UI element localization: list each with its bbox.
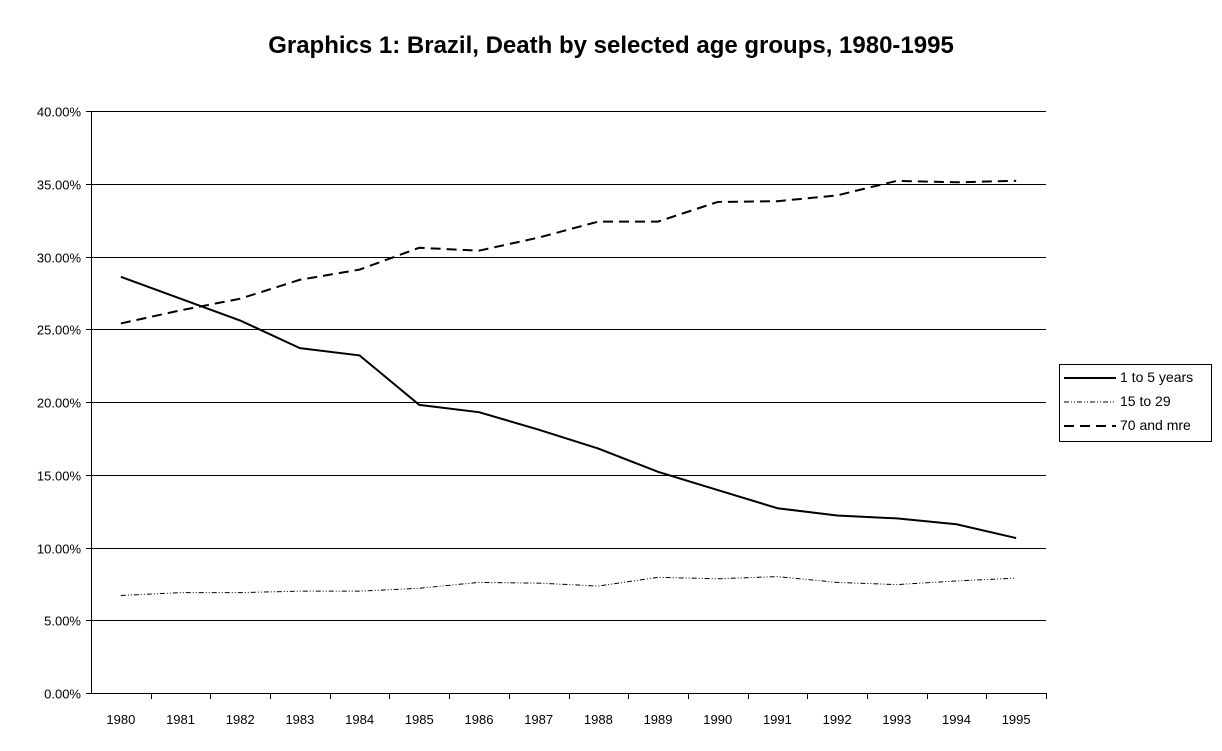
legend-swatch-solid — [1064, 377, 1116, 379]
x-tick-label: 1992 — [823, 712, 852, 727]
legend-label: 15 to 29 — [1120, 393, 1171, 409]
chart-title: Graphics 1: Brazil, Death by selected ag… — [268, 32, 954, 59]
series-line-1-to-5-years — [120, 275, 1017, 540]
legend-label: 70 and mre — [1120, 417, 1191, 433]
x-tick-label: 1982 — [226, 712, 255, 727]
y-tick-label: 35.00% — [37, 178, 82, 193]
x-tick-label: 1991 — [763, 712, 792, 727]
x-tick-label: 1981 — [166, 712, 195, 727]
y-tick-label: 40.00% — [37, 105, 82, 120]
x-tick-label: 1994 — [942, 712, 971, 727]
y-tick-label: 0.00% — [44, 687, 81, 702]
y-tick-label: 10.00% — [37, 542, 82, 557]
series-line-70-and-mre — [120, 179, 1017, 325]
legend-item-1-to-5-years: 1 to 5 years — [1060, 367, 1211, 389]
x-tick-label: 1985 — [405, 712, 434, 727]
y-tick-label: 30.00% — [37, 251, 82, 266]
x-tick-label: 1995 — [1002, 712, 1031, 727]
x-tick-label: 1984 — [345, 712, 374, 727]
y-tick-label: 20.00% — [37, 396, 82, 411]
x-tick-label: 1986 — [465, 712, 494, 727]
x-tick-label: 1988 — [584, 712, 613, 727]
legend-item-15-to-29: 15 to 29 — [1060, 391, 1211, 413]
x-tick-label: 1980 — [106, 712, 135, 727]
x-tick-label: 1989 — [644, 712, 673, 727]
legend-item-70-and-more: 70 and mre — [1060, 415, 1211, 437]
x-tick-label: 1993 — [882, 712, 911, 727]
legend-swatch-dashed — [1064, 425, 1116, 427]
y-tick-label: 5.00% — [44, 614, 81, 629]
x-tick-label: 1987 — [524, 712, 553, 727]
legend: 1 to 5 years 15 to 29 70 and mre — [1059, 364, 1212, 442]
series-line-15-to-29 — [120, 576, 1017, 597]
x-tick-label: 1990 — [703, 712, 732, 727]
y-tick-label: 25.00% — [37, 323, 82, 338]
y-tick-label: 15.00% — [37, 469, 82, 484]
legend-label: 1 to 5 years — [1120, 369, 1194, 385]
legend-swatch-dash-dot-dot — [1064, 401, 1116, 403]
x-tick-label: 1983 — [285, 712, 314, 727]
